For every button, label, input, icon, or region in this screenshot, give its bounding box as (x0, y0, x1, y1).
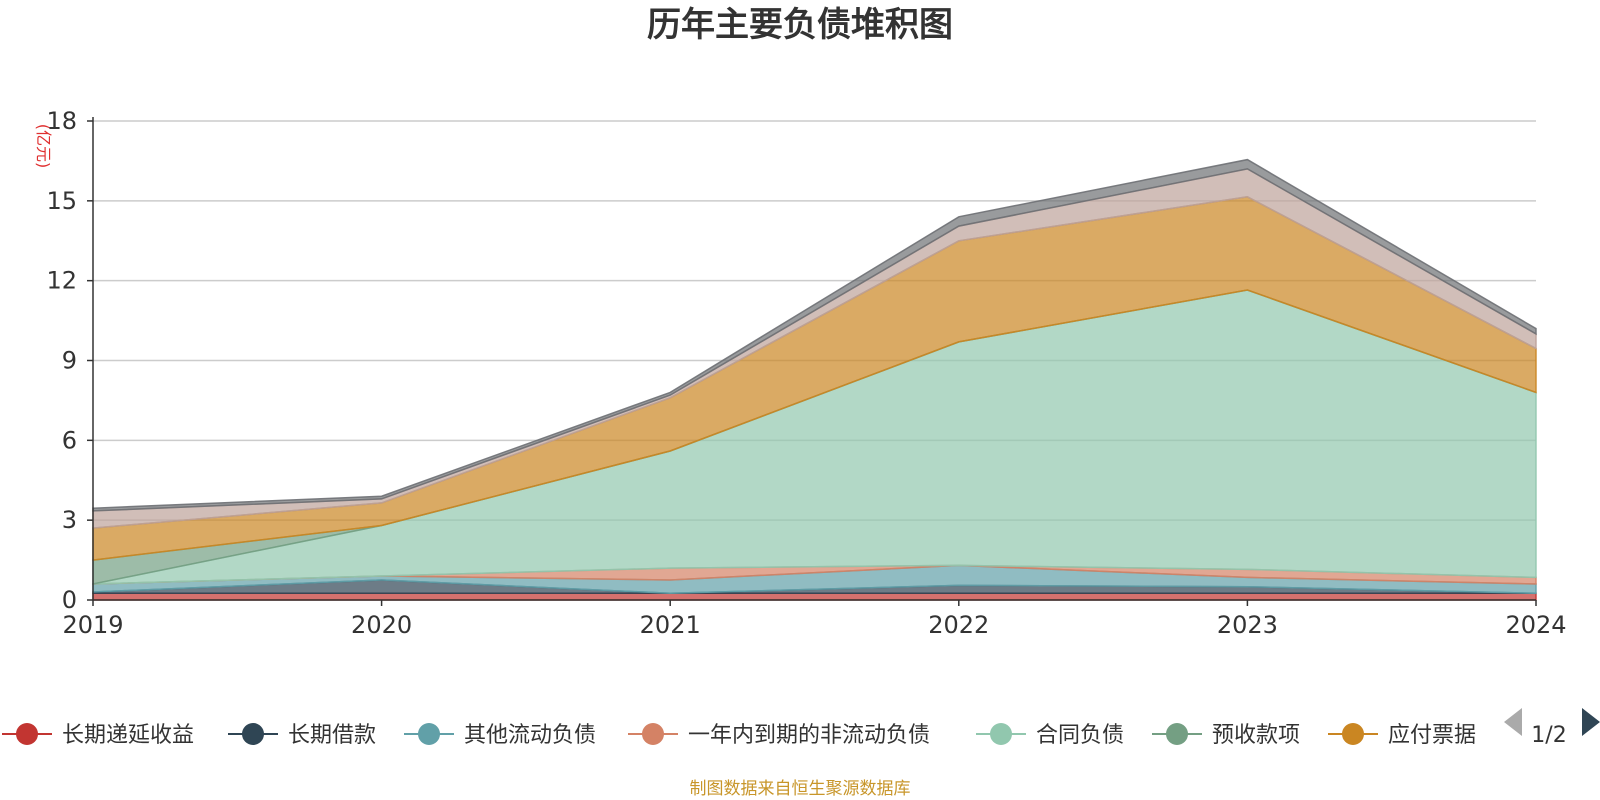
legend-next-arrow-icon[interactable] (1582, 708, 1600, 736)
legend-marker-icon (1166, 723, 1188, 745)
legend-marker-icon (1342, 723, 1364, 745)
legend-page-indicator: 1/2 (1531, 723, 1566, 748)
legend-label: 长期递延收益 (62, 723, 194, 748)
area-其他应付款[interactable] (92, 158, 1537, 512)
legend: 长期递延收益 长期借款 其他流动负债 一年内到期的非流动负债 合同负债 预收款项 应付票据 (2, 723, 1476, 748)
data-source-note: 制图数据来自恒生聚源数据库 (690, 779, 911, 799)
legend-item[interactable]: 应付票据 (1328, 723, 1476, 748)
legend-label: 应付票据 (1388, 723, 1476, 748)
y-tick-label: 18 (46, 107, 77, 135)
legend-item[interactable]: 预收款项 (1152, 723, 1300, 748)
legend-label: 合同负债 (1036, 723, 1124, 748)
x-tick-label: 2020 (351, 611, 412, 639)
y-tick-label: 12 (46, 267, 77, 295)
y-tick-label: 0 (62, 586, 77, 614)
legend-marker-icon (242, 723, 264, 745)
y-tick-label: 3 (62, 506, 77, 534)
legend-prev-arrow-icon[interactable] (1504, 708, 1522, 736)
x-tick-label: 2024 (1505, 611, 1566, 639)
legend-marker-icon (16, 723, 38, 745)
chart-title: 历年主要负债堆积图 (647, 5, 953, 45)
legend-marker-icon (642, 723, 664, 745)
legend-item[interactable]: 合同负债 (976, 723, 1124, 748)
legend-label: 预收款项 (1212, 723, 1300, 748)
legend-label: 长期借款 (288, 723, 376, 748)
area-series (92, 158, 1537, 601)
x-tick-label: 2019 (62, 611, 123, 639)
legend-marker-icon (990, 723, 1012, 745)
legend-label: 其他流动负债 (464, 723, 596, 748)
legend-label: 一年内到期的非流动负债 (688, 723, 930, 748)
y-tick-label: 6 (62, 426, 77, 454)
legend-marker-icon (418, 723, 440, 745)
x-tick-label: 2022 (928, 611, 989, 639)
y-tick-label: 15 (46, 187, 77, 215)
x-tick-label: 2023 (1217, 611, 1278, 639)
legend-item[interactable]: 其他流动负债 (404, 723, 596, 748)
legend-item[interactable]: 一年内到期的非流动负债 (628, 723, 930, 748)
x-tick-label: 2021 (640, 611, 701, 639)
legend-pager: 1/2 (1504, 708, 1600, 748)
y-tick-label: 9 (62, 347, 77, 375)
legend-item[interactable]: 长期借款 (228, 723, 376, 748)
axes: 0 3 6 9 12 15 18 2019 2020 2021 2022 2023 2024 (46, 107, 1566, 639)
y-axis-unit-label: (亿元) (34, 124, 53, 169)
legend-item[interactable]: 长期递延收益 (2, 723, 194, 748)
area-长期递延收益[interactable] (92, 592, 1537, 601)
